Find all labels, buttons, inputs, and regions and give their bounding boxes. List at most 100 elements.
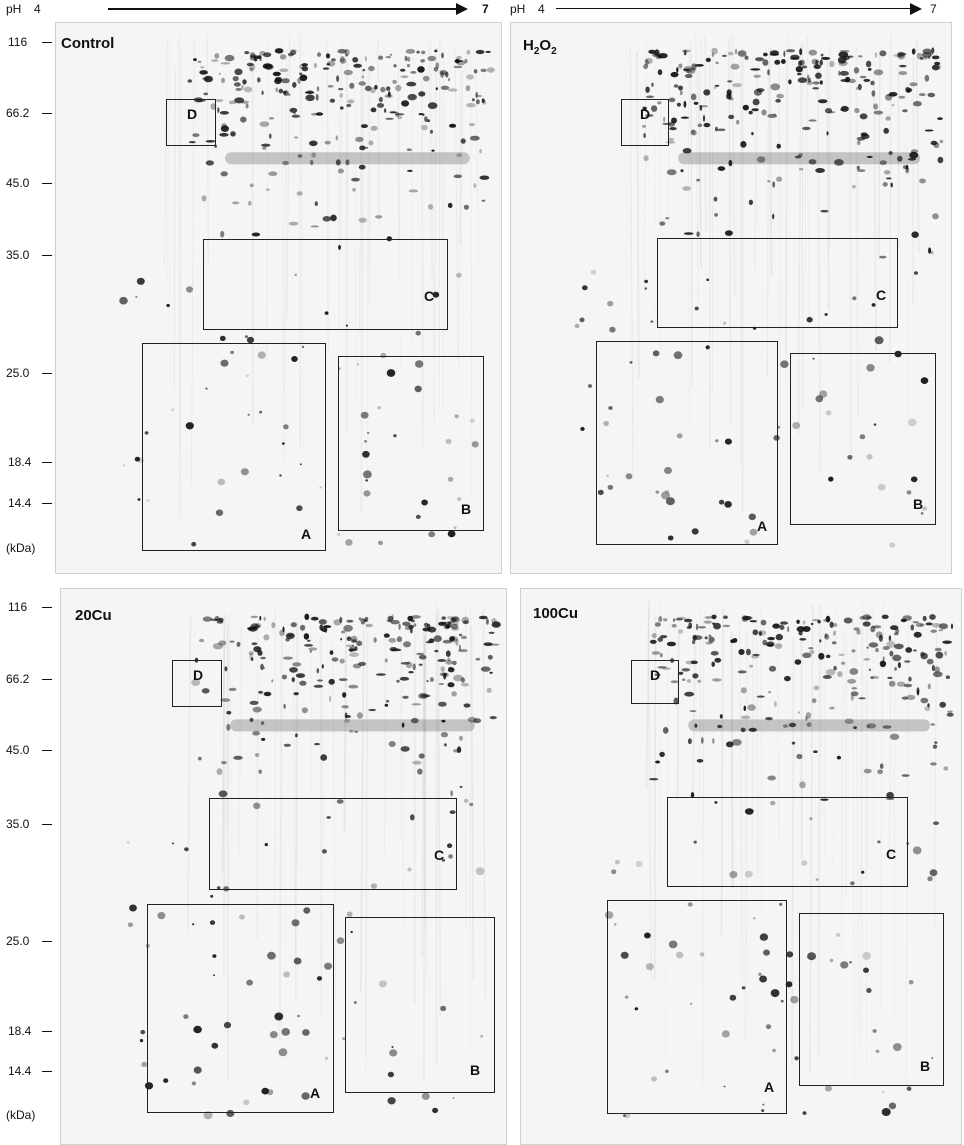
protein-spot — [757, 156, 766, 163]
protein-spot — [765, 717, 773, 721]
protein-spot — [892, 1043, 902, 1052]
gel-streak — [845, 637, 848, 895]
protein-spot — [337, 532, 341, 536]
protein-spot — [905, 647, 913, 653]
protein-spot — [337, 49, 347, 54]
protein-spot — [356, 712, 363, 719]
protein-spot — [260, 721, 265, 725]
region-box-a: A — [147, 904, 334, 1113]
protein-spot — [274, 78, 282, 85]
protein-spot — [315, 94, 319, 101]
protein-spot — [894, 667, 897, 671]
protein-spot — [913, 101, 922, 107]
gel-streak — [469, 606, 472, 1049]
gel-streak — [866, 620, 868, 1070]
protein-spot — [702, 114, 706, 122]
protein-spot — [723, 615, 728, 619]
protein-spot — [229, 640, 235, 643]
protein-spot — [304, 91, 315, 94]
protein-spot — [645, 114, 654, 117]
protein-spot — [281, 1028, 290, 1036]
gel-streak — [458, 54, 461, 371]
protein-spot — [406, 63, 411, 68]
protein-spot — [776, 143, 781, 149]
protein-spot — [384, 658, 388, 663]
protein-spot — [661, 491, 670, 500]
protein-spot — [410, 71, 417, 74]
protein-spot — [283, 424, 289, 430]
protein-spot — [247, 413, 250, 416]
protein-spot — [727, 51, 734, 56]
protein-spot — [378, 55, 384, 60]
protein-spot — [703, 89, 711, 96]
protein-spot — [934, 666, 940, 673]
protein-spot — [715, 126, 718, 132]
protein-spot — [407, 169, 413, 172]
gel-streak — [855, 44, 859, 419]
protein-spot — [802, 620, 806, 625]
protein-spot — [775, 633, 783, 641]
protein-spot — [662, 727, 669, 734]
protein-spot — [293, 692, 299, 696]
protein-spot — [758, 972, 762, 976]
protein-spot — [188, 141, 196, 144]
protein-spot — [157, 912, 166, 920]
protein-spot — [607, 484, 614, 490]
protein-spot — [348, 729, 354, 733]
protein-spot — [346, 911, 353, 917]
protein-spot — [364, 619, 367, 622]
protein-spot — [657, 69, 663, 76]
protein-spot — [907, 158, 917, 161]
protein-spot — [418, 654, 427, 660]
protein-spot — [384, 703, 389, 707]
gel-streak — [731, 34, 736, 296]
protein-spot — [761, 109, 767, 116]
mw-tick — [42, 941, 52, 942]
protein-spot — [242, 79, 247, 85]
protein-spot — [895, 628, 900, 634]
protein-spot — [453, 174, 462, 179]
mw-tick — [42, 750, 52, 751]
protein-spot — [430, 129, 433, 134]
protein-spot — [837, 671, 843, 678]
protein-spot — [262, 146, 267, 150]
protein-spot — [829, 621, 834, 628]
protein-spot — [417, 66, 425, 73]
protein-spot — [485, 50, 491, 53]
protein-spot — [438, 682, 444, 686]
protein-spot — [743, 616, 753, 620]
protein-spot — [718, 499, 725, 505]
protein-spot — [896, 681, 906, 687]
protein-spot — [819, 80, 823, 85]
protein-spot — [699, 952, 705, 957]
protein-spot — [897, 51, 905, 58]
protein-spot — [886, 797, 895, 800]
protein-spot — [218, 72, 221, 75]
protein-spot — [313, 62, 317, 69]
protein-spot — [202, 616, 213, 622]
protein-spot — [802, 126, 811, 131]
protein-spot — [888, 635, 892, 642]
gel-streak — [692, 634, 696, 792]
protein-spot — [353, 1001, 357, 1004]
protein-spot — [310, 616, 319, 621]
protein-spot — [711, 52, 715, 57]
gel-streak — [889, 635, 892, 858]
protein-spot — [906, 1086, 912, 1091]
mw-tick — [42, 503, 52, 504]
protein-spot — [812, 81, 820, 85]
protein-spot — [780, 999, 784, 1003]
protein-spot — [920, 651, 925, 657]
protein-spot — [304, 613, 310, 620]
protein-spot — [678, 63, 683, 69]
protein-spot — [388, 741, 396, 747]
gel-control-spots — [119, 34, 495, 547]
protein-spot — [721, 1030, 730, 1038]
protein-spot — [297, 1014, 300, 1018]
protein-spot — [434, 649, 439, 653]
protein-spot — [294, 273, 297, 276]
protein-spot — [245, 103, 249, 109]
protein-spot — [268, 171, 278, 176]
gel-streak — [398, 58, 401, 372]
protein-spot — [263, 634, 270, 641]
